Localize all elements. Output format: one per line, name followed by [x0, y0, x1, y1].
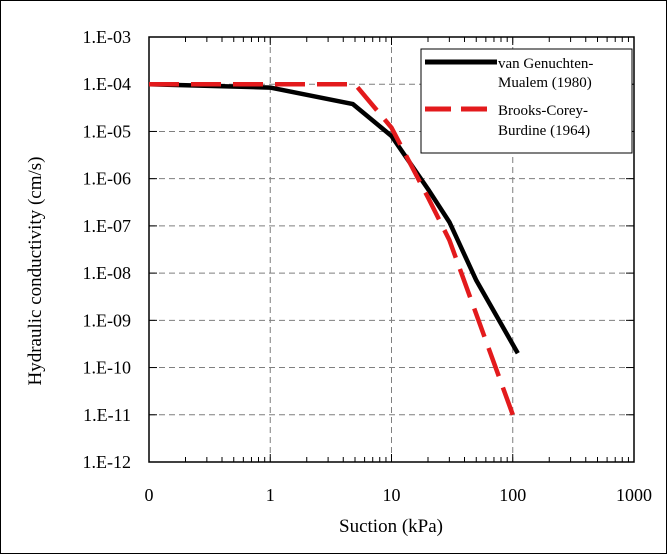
y-tick-label: 1.E-03 [83, 27, 132, 47]
y-tick-label: 1.E-07 [83, 216, 132, 236]
x-tick-labels: 0 1 10 100 1000 [145, 485, 653, 505]
y-tick-labels: 1.E-03 1.E-04 1.E-05 1.E-06 1.E-07 1.E-08 1.E-… [83, 27, 132, 472]
x-tick-label: 1000 [616, 485, 652, 505]
legend-label-van-genuchten-line1: van Genuchten- [498, 56, 593, 72]
legend-label-van-genuchten-line2: Mualem (1980) [498, 75, 592, 91]
y-tick-label: 1.E-04 [83, 74, 132, 94]
x-tick-label: 1 [266, 485, 275, 505]
y-axis-title: Hydraulic conductivity (cm/s) [25, 157, 46, 386]
legend: van Genuchten- Mualem (1980) Brooks-Core… [421, 49, 632, 153]
y-tick-label: 1.E-06 [83, 169, 132, 189]
y-tick-label: 1.E-12 [83, 452, 132, 472]
y-tick-label: 1.E-05 [83, 121, 132, 141]
legend-label-brooks-corey-line2: Burdine (1964) [498, 123, 590, 139]
x-tick-label: 100 [499, 485, 526, 505]
legend-label-brooks-corey-line1: Brooks-Corey- [498, 103, 588, 119]
y-tick-label: 1.E-11 [83, 405, 131, 425]
y-tick-label: 1.E-10 [83, 358, 132, 378]
y-tick-label: 1.E-09 [83, 310, 132, 330]
x-tick-label: 10 [383, 485, 401, 505]
y-tick-label: 1.E-08 [83, 263, 132, 283]
x-tick-label: 0 [145, 485, 154, 505]
x-axis-title: Suction (kPa) [339, 516, 443, 537]
